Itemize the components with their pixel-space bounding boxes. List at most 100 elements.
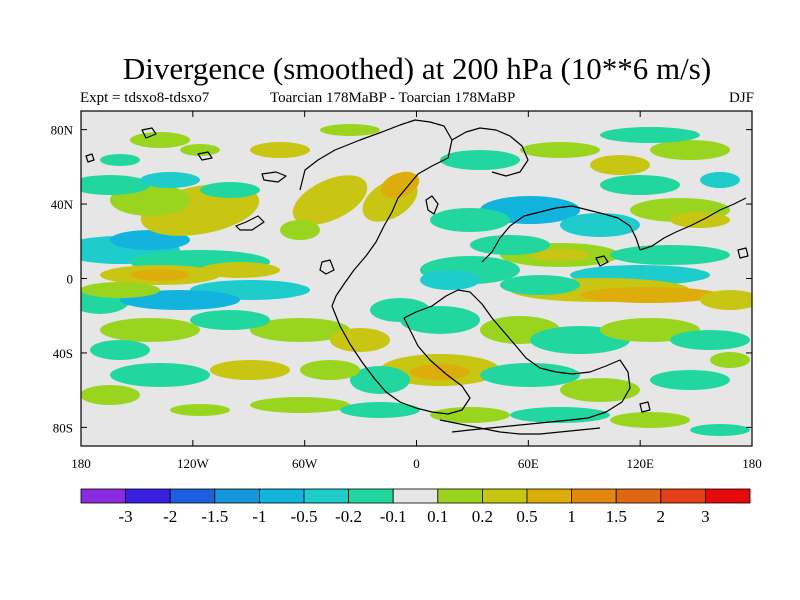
- island-7: [639, 401, 651, 413]
- divergence-region: [100, 318, 200, 342]
- colorbar-level-label: 1.5: [606, 507, 627, 526]
- colorbar-swatch: [214, 488, 260, 504]
- island-2: [141, 127, 157, 139]
- divergence-region: [710, 352, 750, 368]
- y-tick-label: 40S: [53, 346, 73, 361]
- divergence-region: [200, 262, 280, 278]
- map-layer: [81, 111, 752, 446]
- island-1: [261, 171, 287, 183]
- colorbar-level-label: -0.2: [335, 507, 362, 526]
- divergence-region: [610, 412, 690, 428]
- colorbar-level-label: 0.1: [427, 507, 448, 526]
- coastlines: [85, 119, 749, 435]
- divergence-region: [350, 366, 410, 394]
- divergence-region: [600, 127, 700, 143]
- divergence-region: [140, 172, 200, 188]
- divergence-region: [520, 142, 600, 158]
- experiment-label: Expt = tdsxo8-tdsxo7: [80, 90, 210, 106]
- divergence-region: [440, 150, 520, 170]
- divergence-region: [330, 328, 390, 352]
- island-5: [425, 195, 439, 215]
- y-tick-label: 80N: [51, 123, 74, 138]
- divergence-region: [430, 407, 510, 423]
- x-tick-label: 180: [742, 456, 762, 471]
- y-tick-label: 80S: [53, 420, 73, 435]
- divergence-contour-fill: [81, 124, 752, 436]
- period-label: Toarcian 178MaBP - Toarcian 178MaBP: [270, 90, 516, 106]
- divergence-region: [300, 360, 360, 380]
- colorbar-level-label: -3: [119, 507, 133, 526]
- divergence-region: [320, 124, 380, 136]
- colorbar-level-label: -0.5: [291, 507, 318, 526]
- colorbar: -3 -2 -1.5 -1 -0.5 -0.2 -0.1 0.1 0.2 0.5 1 1.5 2 3: [80, 488, 751, 526]
- island-4: [319, 259, 335, 275]
- colorbar-swatch: [481, 488, 528, 504]
- colorbar-swatch: [660, 488, 706, 504]
- north-america-coastline: [299, 119, 453, 307]
- colorbar-swatch: [615, 488, 662, 504]
- divergence-region: [700, 290, 752, 310]
- colorbar-level-label: -1: [252, 507, 266, 526]
- colorbar-level-label: 3: [701, 507, 710, 526]
- divergence-region: [690, 424, 750, 436]
- colorbar-swatch: [348, 488, 394, 504]
- east-pangea-coastline: [639, 197, 747, 251]
- divergence-region: [81, 282, 160, 298]
- divergence-region: [292, 175, 368, 225]
- divergence-region: [580, 287, 720, 303]
- colorbar-swatch: [437, 488, 483, 504]
- divergence-region: [81, 385, 140, 405]
- axis-ticks: [80, 111, 753, 446]
- divergence-region: [610, 245, 730, 265]
- x-tick-label: 180: [71, 456, 91, 471]
- divergence-region: [250, 397, 350, 413]
- divergence-region: [600, 175, 680, 195]
- colorbar-swatch: [169, 488, 216, 504]
- island-6: [595, 255, 609, 267]
- colorbar-swatch: [80, 488, 126, 504]
- axis-tick-labels: 180 120W 60W 0 60E 120E 180 80N 40N 0 40S 80S: [51, 123, 762, 471]
- divergence-region: [280, 220, 320, 240]
- colorbar-level-label: -0.1: [380, 507, 407, 526]
- colorbar-swatch: [125, 488, 171, 504]
- divergence-region: [410, 364, 470, 380]
- colorbar-swatch: [258, 488, 305, 504]
- colorbar-level-label: 1: [567, 507, 576, 526]
- island-3: [235, 215, 265, 231]
- divergence-region: [340, 402, 420, 418]
- divergence-region: [170, 404, 230, 416]
- x-tick-label: 60W: [292, 456, 318, 471]
- colorbar-level-label: 0.2: [472, 507, 493, 526]
- divergence-region: [650, 140, 730, 160]
- island-10: [197, 151, 213, 161]
- colorbar-swatch: [392, 488, 439, 504]
- divergence-region: [700, 172, 740, 188]
- divergence-region: [560, 378, 640, 402]
- divergence-region: [250, 142, 310, 158]
- y-tick-label: 40N: [51, 197, 74, 212]
- divergence-region: [210, 360, 290, 380]
- divergence-region: [180, 144, 220, 156]
- divergence-region: [670, 330, 750, 350]
- colorbar-swatch: [303, 488, 349, 504]
- divergence-region: [530, 249, 590, 261]
- divergence-region: [590, 155, 650, 175]
- divergence-region: [250, 318, 350, 342]
- x-tick-label: 0: [413, 456, 420, 471]
- divergence-region: [110, 363, 210, 387]
- divergence-region: [130, 132, 190, 148]
- arctic-coastline: [451, 127, 529, 177]
- divergence-region: [420, 270, 480, 290]
- x-tick-label: 120W: [177, 456, 210, 471]
- colorbar-level-label: 2: [657, 507, 666, 526]
- divergence-region: [200, 182, 260, 198]
- colorbar-level-label: 0.5: [516, 507, 537, 526]
- divergence-region: [650, 370, 730, 390]
- pangea-central-coastline: [403, 289, 631, 433]
- island-8: [85, 153, 95, 163]
- colorbar-swatch: [705, 488, 751, 504]
- tethys-coastline: [481, 205, 641, 263]
- x-tick-label: 60E: [518, 456, 539, 471]
- divergence-region: [100, 154, 140, 166]
